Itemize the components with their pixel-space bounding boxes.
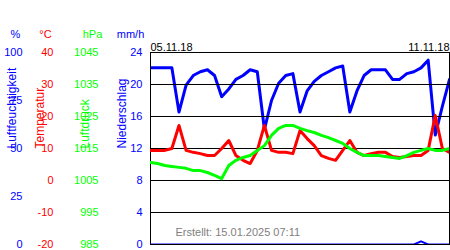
svg-text:10: 10 — [41, 142, 54, 154]
svg-text:4: 4 — [136, 206, 142, 218]
svg-text:30: 30 — [41, 78, 54, 90]
svg-text:995: 995 — [80, 206, 98, 218]
svg-text:05.11.18: 05.11.18 — [151, 41, 193, 53]
svg-text:%: % — [11, 28, 21, 40]
svg-text:8: 8 — [136, 174, 142, 186]
svg-text:20: 20 — [41, 110, 54, 122]
svg-text:Luftfeuchtigkeit: Luftfeuchtigkeit — [5, 67, 19, 148]
svg-text:°C: °C — [39, 28, 51, 40]
svg-text:16: 16 — [130, 110, 142, 122]
svg-text:25: 25 — [10, 190, 22, 202]
svg-text:40: 40 — [41, 46, 53, 58]
svg-text:Luftdruck: Luftdruck — [78, 98, 92, 148]
svg-text:1035: 1035 — [74, 78, 98, 90]
svg-text:Erstellt: 15.01.2025 07:11: Erstellt: 15.01.2025 07:11 — [176, 226, 301, 238]
svg-text:Temperatur: Temperatur — [33, 88, 47, 149]
svg-text:985: 985 — [80, 238, 98, 250]
svg-text:1005: 1005 — [74, 174, 98, 186]
svg-text:0: 0 — [16, 238, 22, 250]
svg-text:hPa: hPa — [83, 28, 103, 40]
svg-text:-10: -10 — [38, 206, 54, 218]
svg-text:Niederschlag: Niederschlag — [115, 78, 129, 148]
svg-text:20: 20 — [130, 78, 142, 90]
svg-text:0: 0 — [136, 238, 142, 250]
svg-text:1045: 1045 — [74, 46, 98, 58]
svg-text:12: 12 — [130, 142, 142, 154]
svg-text:24: 24 — [130, 46, 142, 58]
svg-text:mm/h: mm/h — [117, 28, 145, 40]
svg-text:11.11.18: 11.11.18 — [408, 41, 449, 53]
svg-text:-20: -20 — [38, 238, 54, 250]
svg-text:100: 100 — [4, 46, 22, 58]
svg-text:0: 0 — [47, 174, 53, 186]
